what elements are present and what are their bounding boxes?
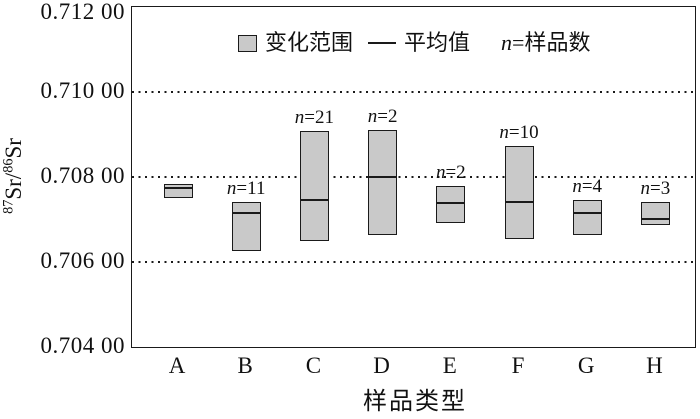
x-tick-label-D: D (373, 353, 390, 378)
x-tick-label-F: F (511, 353, 525, 378)
y-gridline (132, 91, 695, 93)
y-tick-label: 0.708 00 (40, 163, 125, 188)
n-label-B: n=11 (226, 177, 266, 199)
mean-line-B (232, 211, 260, 214)
n-label-D: n=2 (367, 106, 398, 128)
y-gridline (132, 261, 695, 263)
range-box-G (572, 199, 602, 235)
range-box-A (163, 184, 193, 199)
mean-line-D (369, 175, 397, 178)
legend: 变化范围 平均值 n=样品数 (238, 31, 590, 55)
y-axis-title-text: Sr (1, 138, 26, 159)
mean-line-A (164, 187, 192, 190)
x-tick-label-A: A (168, 353, 186, 378)
x-tick-label-H: H (646, 353, 663, 378)
legend-mean-label: 平均值 (404, 30, 471, 55)
n-label-H: n=3 (640, 177, 671, 199)
plot-area: 变化范围 平均值 n=样品数 n=11 n=21 n=2 n=2 n=10 n=4 n=3 (131, 6, 696, 348)
y-tick-label: 0.704 00 (40, 333, 125, 358)
range-box-D (368, 130, 398, 235)
mean-line-C (300, 199, 328, 202)
x-axis-title: 样品类型 (363, 389, 467, 415)
y-tick-label: 0.712 00 (40, 0, 125, 24)
x-tick-label-B: B (237, 353, 253, 378)
x-tick-label-G: G (577, 353, 595, 378)
y-gridline (132, 176, 695, 178)
n-label-E: n=2 (435, 161, 466, 183)
mean-line-G (573, 211, 601, 214)
y-axis-title-superscript: 87 (0, 199, 17, 214)
legend-mean-line (368, 41, 397, 45)
range-box-E (436, 185, 466, 223)
n-label-F: n=10 (499, 121, 539, 143)
legend-range-label: 变化范围 (265, 30, 354, 55)
x-tick-label-E: E (442, 353, 457, 378)
mean-line-F (505, 200, 533, 203)
range-box-F (504, 145, 534, 240)
range-box-C (299, 131, 329, 242)
range-box-B (231, 201, 261, 251)
n-label-C: n=21 (294, 107, 334, 129)
legend-n-label: n=样品数 (501, 30, 591, 55)
legend-range-swatch (238, 34, 257, 52)
range-box-H (640, 201, 670, 226)
y-tick-label: 0.706 00 (40, 248, 125, 273)
mean-line-E (437, 202, 465, 205)
y-tick-label: 0.710 00 (40, 78, 125, 103)
x-tick-label-C: C (305, 353, 322, 378)
mean-line-H (641, 218, 669, 221)
n-label-G: n=4 (572, 175, 603, 197)
